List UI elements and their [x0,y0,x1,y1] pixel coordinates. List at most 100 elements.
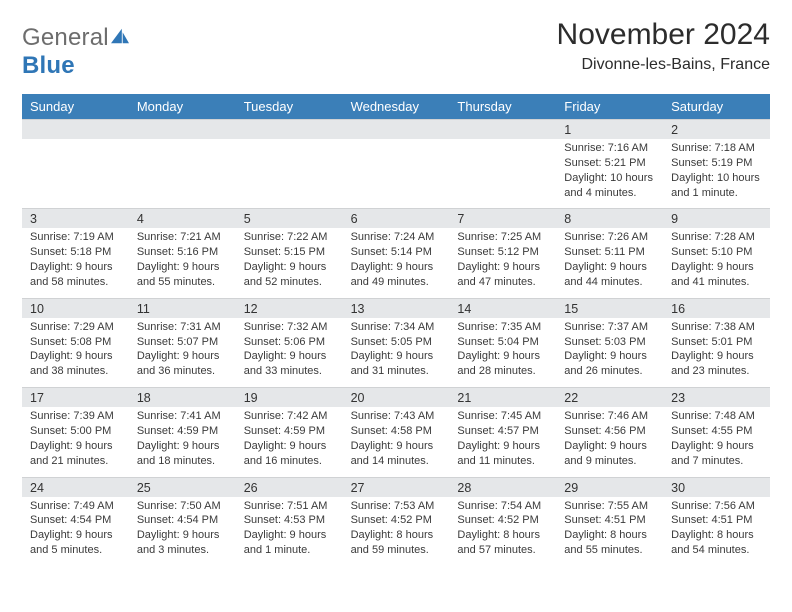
sunset-text: Sunset: 5:19 PM [671,156,762,171]
day-cell: Sunrise: 7:43 AMSunset: 4:58 PMDaylight:… [343,407,450,476]
sunset-text: Sunset: 4:56 PM [564,424,655,439]
daylight-text: Daylight: 9 hours and 36 minutes. [137,349,228,379]
logo-sail-icon [109,27,131,45]
header: General Blue November 2024 Divonne-les-B… [22,18,770,80]
day-cell [22,139,129,208]
sunrise-text: Sunrise: 7:48 AM [671,409,762,424]
sunrise-text: Sunrise: 7:34 AM [351,320,442,335]
dow-friday: Friday [556,94,663,119]
day-number: 22 [556,387,663,407]
day-number: 13 [343,298,450,318]
dow-monday: Monday [129,94,236,119]
week-body-row: Sunrise: 7:39 AMSunset: 5:00 PMDaylight:… [22,407,770,476]
daylight-text: Daylight: 9 hours and 58 minutes. [30,260,121,290]
day-number: 16 [663,298,770,318]
sunset-text: Sunset: 5:03 PM [564,335,655,350]
sunrise-text: Sunrise: 7:43 AM [351,409,442,424]
daylight-text: Daylight: 9 hours and 11 minutes. [457,439,548,469]
dow-tuesday: Tuesday [236,94,343,119]
day-number: 29 [556,477,663,497]
sunrise-text: Sunrise: 7:45 AM [457,409,548,424]
sunset-text: Sunset: 5:07 PM [137,335,228,350]
sunrise-text: Sunrise: 7:35 AM [457,320,548,335]
daylight-text: Daylight: 9 hours and 55 minutes. [137,260,228,290]
week-daynum-row: 12 [22,119,770,139]
day-number: 28 [449,477,556,497]
day-cell: Sunrise: 7:39 AMSunset: 5:00 PMDaylight:… [22,407,129,476]
day-number [449,119,556,139]
daylight-text: Daylight: 9 hours and 9 minutes. [564,439,655,469]
sunrise-text: Sunrise: 7:24 AM [351,230,442,245]
day-number: 19 [236,387,343,407]
sunset-text: Sunset: 5:12 PM [457,245,548,260]
day-of-week-header: Sunday Monday Tuesday Wednesday Thursday… [22,94,770,119]
sunset-text: Sunset: 5:08 PM [30,335,121,350]
day-cell: Sunrise: 7:41 AMSunset: 4:59 PMDaylight:… [129,407,236,476]
day-cell: Sunrise: 7:38 AMSunset: 5:01 PMDaylight:… [663,318,770,387]
daylight-text: Daylight: 9 hours and 31 minutes. [351,349,442,379]
day-number: 7 [449,208,556,228]
day-cell: Sunrise: 7:53 AMSunset: 4:52 PMDaylight:… [343,497,450,566]
sunset-text: Sunset: 4:51 PM [671,513,762,528]
daylight-text: Daylight: 9 hours and 49 minutes. [351,260,442,290]
sunset-text: Sunset: 4:59 PM [244,424,335,439]
sunset-text: Sunset: 4:54 PM [30,513,121,528]
sunrise-text: Sunrise: 7:37 AM [564,320,655,335]
sunrise-text: Sunrise: 7:39 AM [30,409,121,424]
day-number [22,119,129,139]
sunset-text: Sunset: 5:04 PM [457,335,548,350]
daylight-text: Daylight: 9 hours and 23 minutes. [671,349,762,379]
day-cell: Sunrise: 7:37 AMSunset: 5:03 PMDaylight:… [556,318,663,387]
day-cell [129,139,236,208]
sunset-text: Sunset: 4:58 PM [351,424,442,439]
dow-sunday: Sunday [22,94,129,119]
day-number: 3 [22,208,129,228]
sunset-text: Sunset: 4:52 PM [457,513,548,528]
day-cell: Sunrise: 7:49 AMSunset: 4:54 PMDaylight:… [22,497,129,566]
day-number: 12 [236,298,343,318]
day-cell: Sunrise: 7:42 AMSunset: 4:59 PMDaylight:… [236,407,343,476]
sunrise-text: Sunrise: 7:19 AM [30,230,121,245]
sunrise-text: Sunrise: 7:18 AM [671,141,762,156]
daylight-text: Daylight: 8 hours and 54 minutes. [671,528,762,558]
daylight-text: Daylight: 9 hours and 21 minutes. [30,439,121,469]
week-daynum-row: 10111213141516 [22,298,770,318]
day-number: 24 [22,477,129,497]
day-number: 27 [343,477,450,497]
day-number: 17 [22,387,129,407]
sunrise-text: Sunrise: 7:42 AM [244,409,335,424]
sunrise-text: Sunrise: 7:55 AM [564,499,655,514]
dow-saturday: Saturday [663,94,770,119]
sunrise-text: Sunrise: 7:51 AM [244,499,335,514]
sunrise-text: Sunrise: 7:54 AM [457,499,548,514]
logo-text: General Blue [22,24,131,80]
sunrise-text: Sunrise: 7:32 AM [244,320,335,335]
day-cell [236,139,343,208]
daylight-text: Daylight: 8 hours and 57 minutes. [457,528,548,558]
sunset-text: Sunset: 5:21 PM [564,156,655,171]
sunrise-text: Sunrise: 7:28 AM [671,230,762,245]
week-daynum-row: 3456789 [22,208,770,228]
day-number [129,119,236,139]
day-number: 4 [129,208,236,228]
sunset-text: Sunset: 4:54 PM [137,513,228,528]
day-number [236,119,343,139]
day-number: 18 [129,387,236,407]
day-number: 9 [663,208,770,228]
day-number: 25 [129,477,236,497]
sunset-text: Sunset: 5:14 PM [351,245,442,260]
day-cell: Sunrise: 7:16 AMSunset: 5:21 PMDaylight:… [556,139,663,208]
sunrise-text: Sunrise: 7:29 AM [30,320,121,335]
day-number: 10 [22,298,129,318]
day-number: 1 [556,119,663,139]
day-number: 20 [343,387,450,407]
dow-thursday: Thursday [449,94,556,119]
title-block: November 2024 Divonne-les-Bains, France [557,18,770,74]
sunset-text: Sunset: 5:15 PM [244,245,335,260]
daylight-text: Daylight: 9 hours and 16 minutes. [244,439,335,469]
day-cell: Sunrise: 7:18 AMSunset: 5:19 PMDaylight:… [663,139,770,208]
daylight-text: Daylight: 9 hours and 7 minutes. [671,439,762,469]
calendar-page: General Blue November 2024 Divonne-les-B… [0,0,792,566]
daylight-text: Daylight: 9 hours and 1 minute. [244,528,335,558]
daylight-text: Daylight: 9 hours and 5 minutes. [30,528,121,558]
